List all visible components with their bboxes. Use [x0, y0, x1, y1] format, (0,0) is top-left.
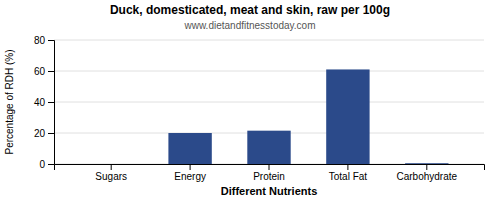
tick-mark	[426, 164, 427, 170]
tick: 40	[34, 97, 54, 108]
tick: 20	[34, 128, 54, 139]
tick: 80	[34, 35, 54, 46]
subtitle: www.dietandfitnesstoday.com	[184, 20, 316, 31]
tick: 60	[34, 66, 54, 77]
bars	[168, 69, 448, 164]
tick-label: 80	[34, 35, 46, 46]
tick: Total Fat	[329, 164, 368, 182]
tick-label: Carbohydrate	[397, 171, 458, 182]
title: Duck, domesticated, meat and skin, raw p…	[110, 3, 390, 17]
tick-mark	[347, 164, 348, 170]
tick-label: Energy	[174, 171, 206, 182]
grid-line	[54, 40, 484, 41]
tick-mark	[48, 71, 54, 72]
bar	[326, 69, 369, 164]
bar	[405, 163, 448, 164]
tick-mark	[111, 164, 112, 170]
x-axis-title: Different Nutrients	[221, 185, 318, 197]
y-axis: 0 20 40 60 80	[34, 35, 55, 170]
bar	[247, 131, 290, 164]
tick-label: Total Fat	[329, 171, 368, 182]
tick-label: Sugars	[95, 171, 127, 182]
tick: Sugars	[95, 164, 127, 182]
plot: 0 20 40 60 80 Sugars Energy Protein Total Fat Car…	[34, 35, 485, 182]
tick-label: 0	[39, 159, 45, 170]
tick-mark	[48, 102, 54, 103]
tick: Protein	[253, 164, 285, 182]
axis-domain	[55, 165, 485, 171]
grid-line	[54, 71, 484, 72]
tick-label: 20	[34, 128, 46, 139]
tick-label: 40	[34, 97, 46, 108]
tick-label: Protein	[253, 171, 285, 182]
bar	[90, 164, 133, 165]
tick: Carbohydrate	[397, 164, 458, 182]
bar	[168, 133, 211, 164]
chart: Duck, domesticated, meat and skin, raw p…	[0, 0, 500, 200]
tick: Energy	[174, 164, 206, 182]
tick-mark	[48, 133, 54, 134]
tick-mark	[269, 164, 270, 170]
tick-mark	[48, 164, 54, 165]
tick-mark	[190, 164, 191, 170]
tick-mark	[48, 40, 54, 41]
grid	[54, 40, 484, 164]
y-axis-title: Percentage of RDH (%)	[4, 49, 15, 154]
tick-label: 60	[34, 66, 46, 77]
axis-domain	[48, 41, 55, 165]
x-axis: Sugars Energy Protein Total Fat Carbohydrate	[55, 164, 485, 182]
tick: 0	[39, 159, 54, 170]
grid-line	[54, 102, 484, 103]
